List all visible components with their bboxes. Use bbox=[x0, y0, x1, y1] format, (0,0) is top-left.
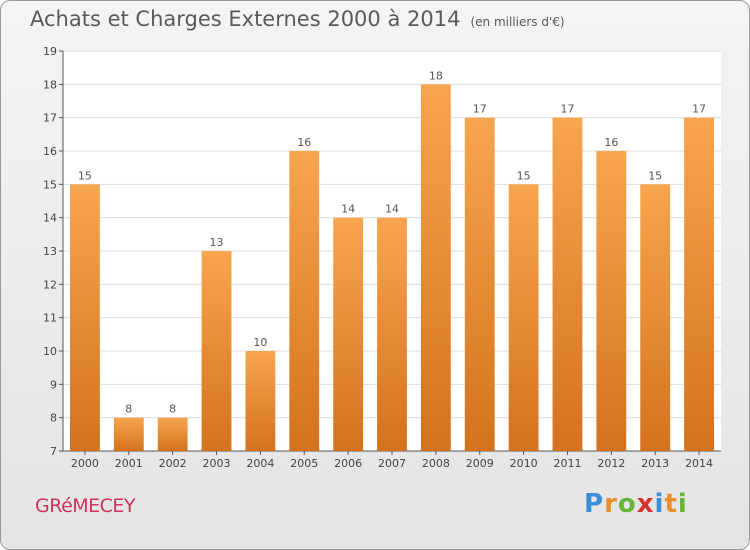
data-label: 8 bbox=[125, 403, 132, 416]
bar bbox=[508, 184, 539, 452]
data-label: 15 bbox=[78, 169, 92, 182]
bar bbox=[464, 117, 495, 452]
bar bbox=[157, 417, 188, 451]
bar bbox=[377, 217, 407, 451]
chart-subtitle: (en milliers d'€) bbox=[470, 15, 565, 29]
data-label: 16 bbox=[297, 136, 311, 149]
x-tick-label: 2002 bbox=[159, 457, 187, 470]
x-tick-label: 2009 bbox=[466, 457, 494, 470]
bar bbox=[640, 184, 671, 452]
data-label: 16 bbox=[604, 136, 618, 149]
x-tick-label: 2014 bbox=[685, 457, 713, 470]
logo-letter: r bbox=[604, 489, 618, 519]
logo-letter: i bbox=[677, 489, 688, 519]
x-tick-label: 2004 bbox=[246, 457, 274, 470]
y-tick-label: 16 bbox=[43, 145, 57, 158]
data-label: 15 bbox=[517, 169, 531, 182]
y-tick-label: 11 bbox=[43, 312, 57, 325]
x-tick-label: 2010 bbox=[510, 457, 538, 470]
commune-name: GRéMECEY bbox=[35, 495, 136, 517]
data-label: 18 bbox=[429, 69, 443, 82]
title-row: Achats et Charges Externes 2000 à 2014 (e… bbox=[30, 7, 565, 31]
x-tick-label: 2005 bbox=[290, 457, 318, 470]
data-label: 15 bbox=[648, 169, 662, 182]
y-tick-label: 18 bbox=[43, 78, 57, 91]
bar bbox=[596, 151, 627, 451]
x-tick-label: 2003 bbox=[203, 457, 231, 470]
proxiti-logo[interactable]: Proxiti bbox=[584, 489, 688, 519]
y-tick-label: 9 bbox=[50, 378, 57, 391]
bar bbox=[113, 417, 144, 451]
bar bbox=[684, 117, 714, 452]
bar bbox=[201, 251, 232, 451]
x-tick-label: 2008 bbox=[422, 457, 450, 470]
x-tick-label: 2007 bbox=[378, 457, 406, 470]
x-tick-label: 2011 bbox=[553, 457, 581, 470]
y-tick-label: 13 bbox=[43, 245, 57, 258]
bar bbox=[420, 84, 451, 451]
x-tick-label: 2006 bbox=[334, 457, 362, 470]
y-tick-label: 10 bbox=[43, 345, 57, 358]
data-label: 13 bbox=[210, 236, 224, 249]
bar bbox=[552, 117, 583, 452]
logo-letter: o bbox=[617, 489, 637, 519]
bar bbox=[289, 151, 320, 451]
y-tick-label: 12 bbox=[43, 278, 57, 291]
bar bbox=[333, 217, 364, 451]
data-label: 17 bbox=[473, 103, 487, 116]
bar bbox=[70, 184, 100, 452]
y-tick-label: 15 bbox=[43, 178, 57, 191]
y-tick-label: 14 bbox=[43, 212, 57, 225]
data-label: 8 bbox=[169, 403, 176, 416]
data-label: 14 bbox=[341, 203, 355, 216]
bar bbox=[245, 351, 276, 451]
data-label: 14 bbox=[385, 203, 399, 216]
x-tick-label: 2000 bbox=[71, 457, 99, 470]
x-tick-label: 2012 bbox=[597, 457, 625, 470]
y-tick-label: 8 bbox=[50, 412, 57, 425]
data-label: 17 bbox=[692, 103, 706, 116]
data-label: 10 bbox=[253, 336, 267, 349]
logo-letter: P bbox=[584, 489, 605, 519]
logo-letter: x bbox=[636, 489, 655, 519]
chart-title: Achats et Charges Externes 2000 à 2014 bbox=[30, 7, 461, 31]
data-label: 17 bbox=[560, 103, 574, 116]
x-tick-label: 2001 bbox=[115, 457, 143, 470]
y-tick-label: 19 bbox=[43, 45, 57, 58]
y-tick-label: 7 bbox=[50, 445, 57, 458]
logo-letter: t bbox=[664, 489, 678, 519]
logo-letter: i bbox=[654, 489, 665, 519]
y-tick-label: 17 bbox=[43, 112, 57, 125]
x-tick-label: 2013 bbox=[641, 457, 669, 470]
